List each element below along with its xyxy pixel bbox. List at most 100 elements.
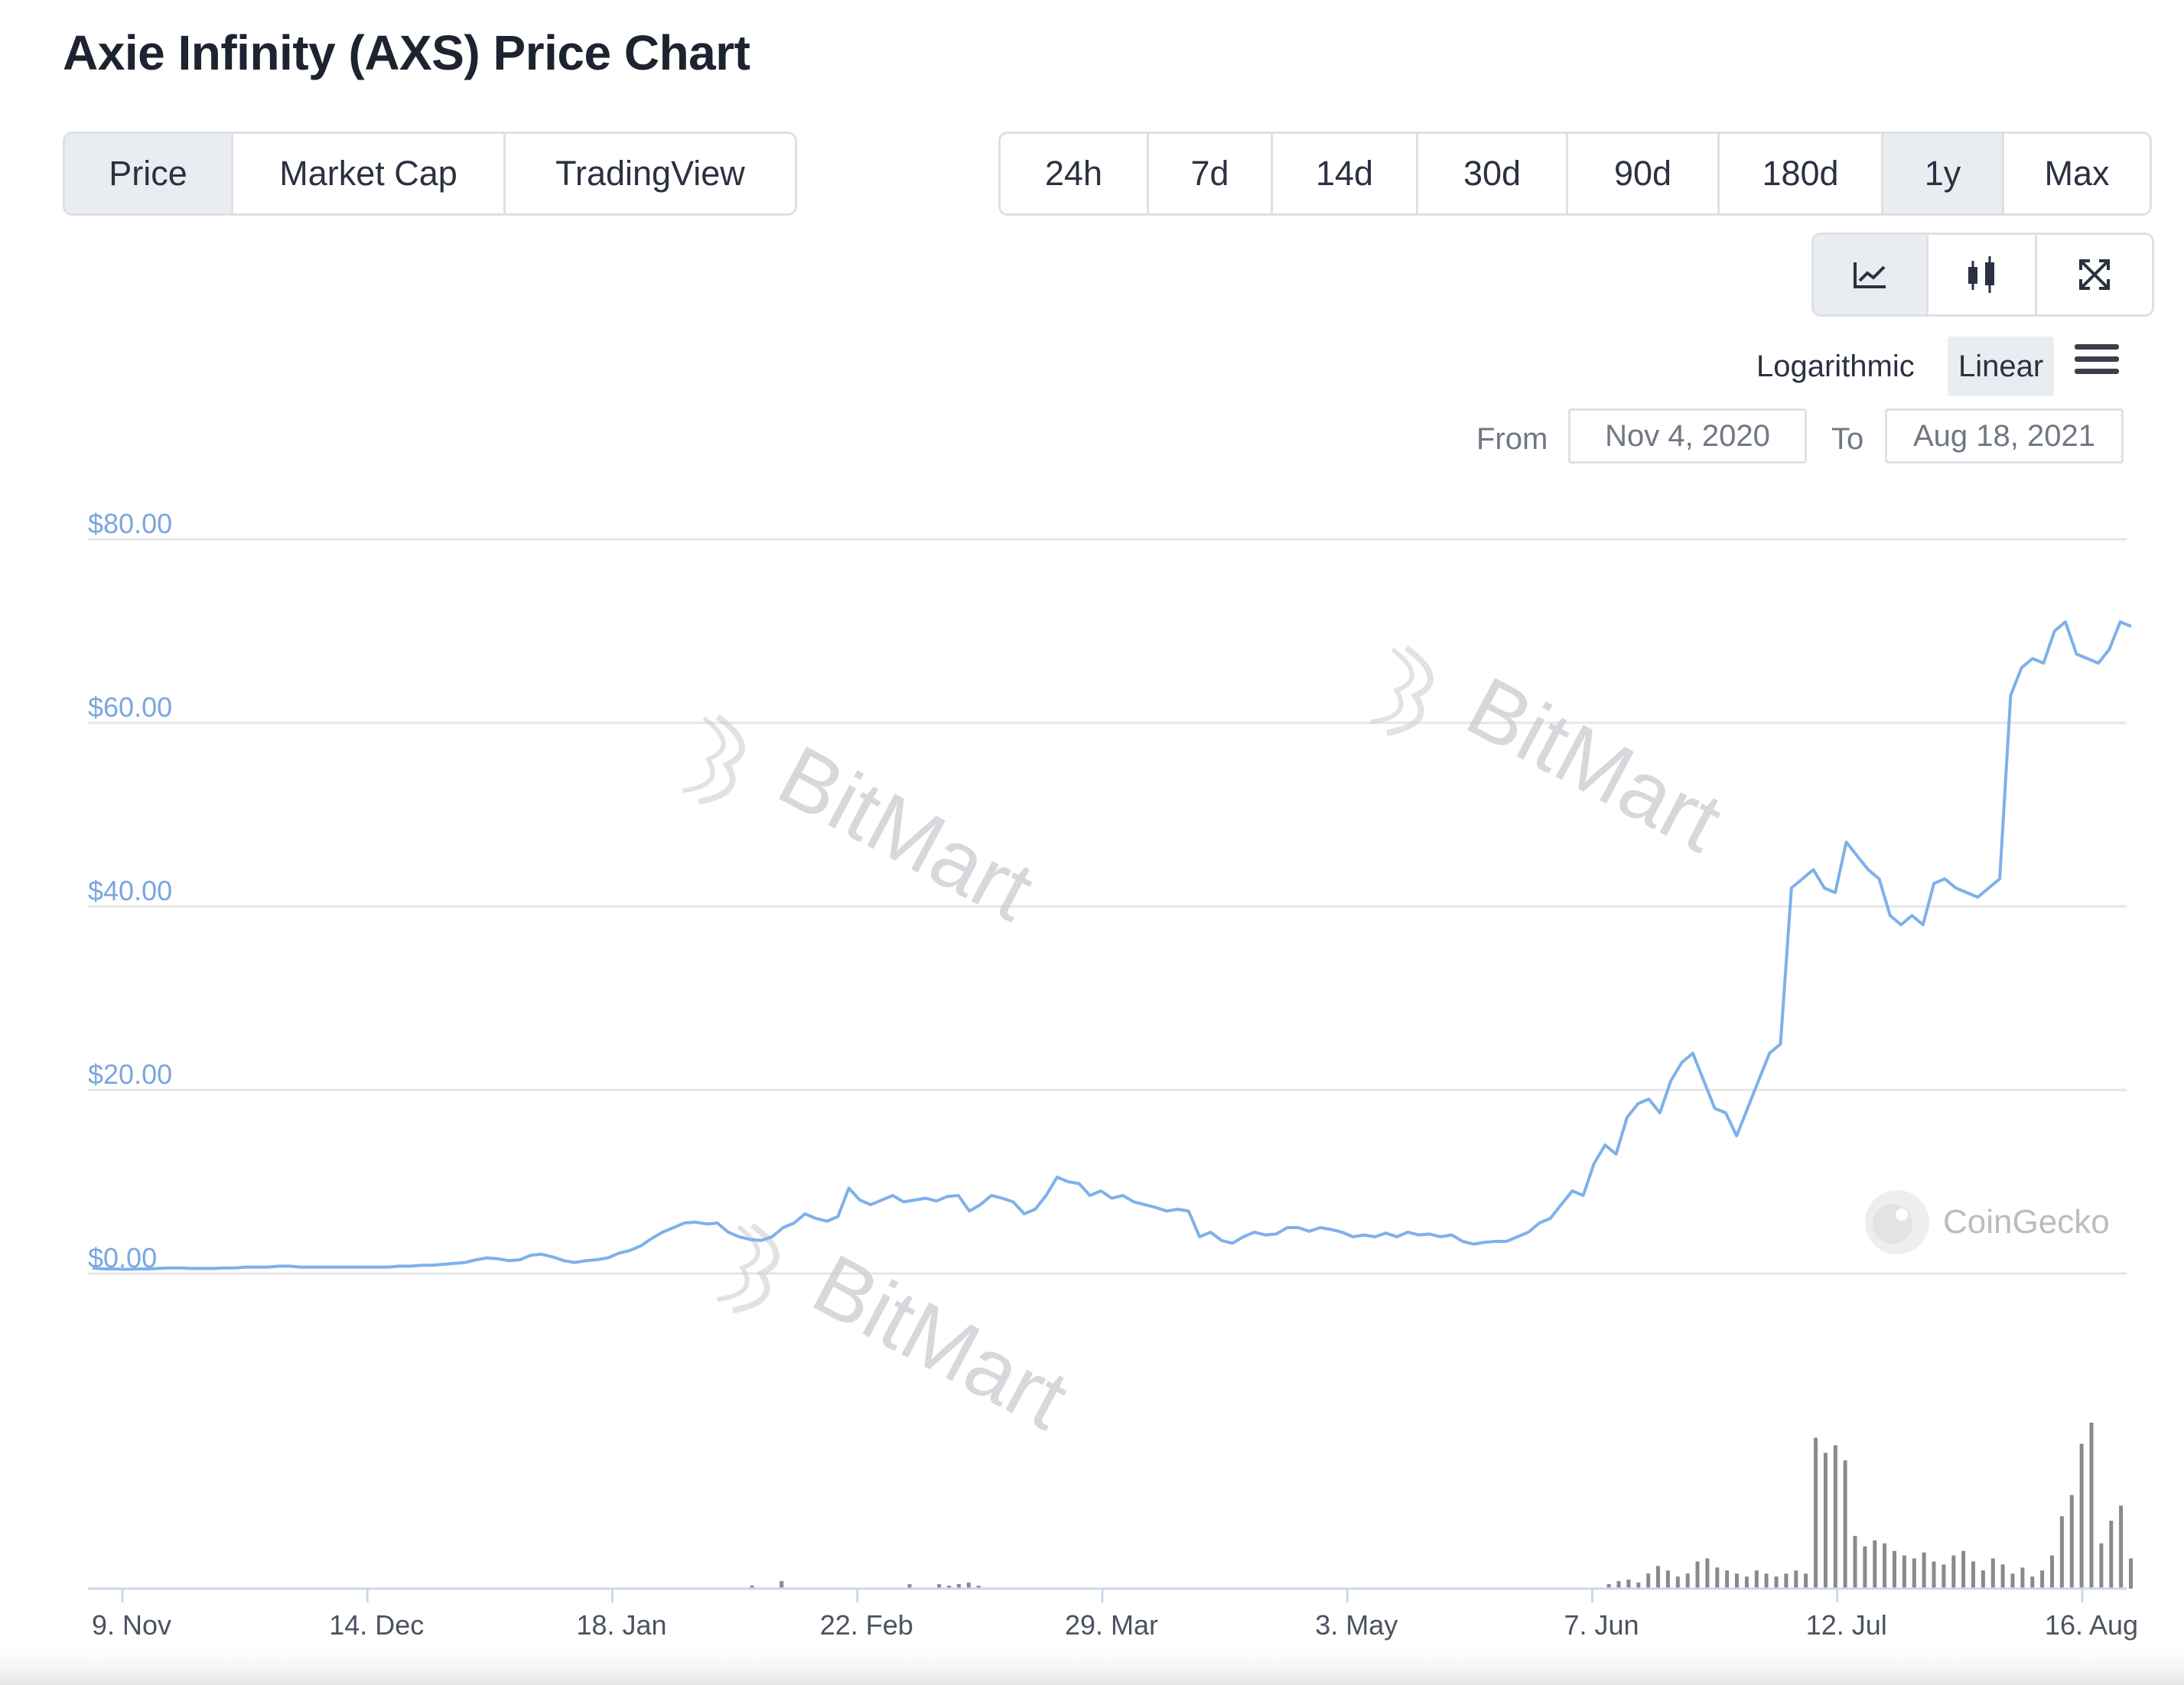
- range-14d[interactable]: 14d: [1273, 134, 1418, 213]
- x-tick-label: 29. Mar: [1065, 1609, 1158, 1641]
- from-date-input[interactable]: Nov 4, 2020: [1568, 408, 1807, 464]
- bitmart-watermark: BitMart: [1453, 659, 1737, 870]
- volume-bar: [2119, 1505, 2124, 1589]
- volume-bar: [1725, 1570, 1730, 1589]
- volume-bar: [1971, 1561, 1975, 1589]
- volume-bar: [1922, 1552, 1926, 1589]
- volume-bar: [1685, 1573, 1690, 1589]
- tab-price[interactable]: Price: [65, 134, 233, 213]
- volume-bar: [2069, 1495, 2074, 1589]
- chart-type-group: [1811, 233, 2154, 317]
- volume-bar: [976, 1586, 981, 1589]
- logarithmic-toggle[interactable]: Logarithmic: [1756, 349, 1915, 383]
- volume-bar: [1626, 1579, 1631, 1589]
- volume-bar: [1853, 1536, 1857, 1589]
- volume-bar: [1893, 1550, 1896, 1589]
- range-90d[interactable]: 90d: [1568, 134, 1720, 213]
- volume-bar: [1636, 1583, 1641, 1589]
- volume-bar: [2050, 1555, 2054, 1589]
- line-chart-icon: [1853, 262, 1886, 288]
- candlestick-icon: [1968, 256, 1994, 293]
- volume-bar: [2079, 1443, 2084, 1589]
- volume-bar: [2089, 1423, 2094, 1589]
- volume-bar: [1616, 1581, 1621, 1589]
- range-7d[interactable]: 7d: [1149, 134, 1273, 213]
- volume-bar: [2109, 1521, 2114, 1589]
- x-tick-label: 12. Jul: [1806, 1609, 1887, 1641]
- y-tick-label: $20.00: [88, 1059, 172, 1090]
- range-max[interactable]: Max: [2044, 154, 2110, 193]
- time-range-tab-group: 24h 7d 14d 30d 90d 180d 1y Max: [998, 132, 2152, 216]
- page-title: Axie Infinity (AXS) Price Chart: [63, 25, 750, 80]
- linear-toggle[interactable]: Linear: [1948, 337, 2055, 396]
- to-date-input[interactable]: Aug 18, 2021: [1885, 408, 2124, 464]
- fullscreen-icon: [2079, 259, 2110, 290]
- bitmart-watermark-logo: [1370, 645, 1434, 737]
- volume-bar: [1823, 1452, 1828, 1589]
- bitmart-watermark-logo: [682, 714, 745, 805]
- fullscreen-button[interactable]: [2037, 235, 2152, 314]
- volume-bar: [966, 1583, 971, 1589]
- volume-bar: [1932, 1561, 1936, 1589]
- volume-bar: [750, 1586, 754, 1589]
- volume-bar: [1735, 1573, 1739, 1589]
- to-label: To: [1831, 421, 1864, 456]
- tab-market-cap[interactable]: Market Cap: [233, 134, 506, 213]
- volume-bar: [1784, 1573, 1789, 1589]
- volume-bar: [1951, 1555, 1956, 1589]
- volume-bar: [1754, 1570, 1759, 1589]
- volume-bar: [1744, 1576, 1749, 1589]
- volume-bar: [1912, 1558, 1916, 1589]
- range-1y[interactable]: 1y: [1883, 134, 2004, 213]
- coingecko-watermark: CoinGecko: [1943, 1203, 2110, 1241]
- x-tick-label: 9. Nov: [92, 1609, 171, 1641]
- bitmart-watermark-logo: [716, 1222, 780, 1314]
- volume-bar: [1873, 1540, 1877, 1589]
- y-tick-label: $40.00: [88, 875, 172, 906]
- volume-bar: [1656, 1566, 1660, 1589]
- from-label: From: [1476, 421, 1548, 456]
- volume-bar: [947, 1586, 952, 1589]
- volume-bar: [2040, 1570, 2045, 1589]
- volume-bar: [2010, 1573, 2015, 1589]
- volume-bar: [937, 1584, 942, 1589]
- coingecko-logo: [1865, 1190, 1929, 1254]
- volume-bar: [1833, 1445, 1837, 1589]
- volume-bar: [1774, 1576, 1779, 1589]
- volume-bar: [1764, 1573, 1769, 1589]
- range-30d[interactable]: 30d: [1418, 134, 1568, 213]
- line-chart-button[interactable]: [1814, 235, 1928, 314]
- x-tick-label: 18. Jan: [576, 1609, 666, 1641]
- volume-bar: [1646, 1573, 1651, 1589]
- y-tick-label: $80.00: [88, 508, 172, 539]
- volume-bar: [1902, 1555, 1906, 1589]
- volume-bar: [2000, 1564, 2005, 1589]
- volume-bar: [2099, 1543, 2104, 1589]
- volume-bar: [1695, 1561, 1700, 1589]
- volume-bar: [2129, 1558, 2133, 1589]
- x-tick-label: 3. May: [1315, 1609, 1398, 1641]
- tab-tradingview[interactable]: TradingView: [555, 154, 745, 193]
- volume-bar: [1675, 1576, 1680, 1589]
- volume-bar: [1843, 1460, 1847, 1589]
- volume-bar: [780, 1581, 784, 1589]
- volume-bar: [1665, 1570, 1670, 1589]
- volume-bar: [1990, 1558, 1995, 1589]
- volume-bar: [2020, 1567, 2025, 1589]
- x-tick-label: 14. Dec: [329, 1609, 424, 1641]
- volume-bar: [1863, 1546, 1867, 1589]
- volume-bar: [956, 1584, 961, 1589]
- candlestick-button[interactable]: [1928, 235, 2037, 314]
- hamburger-menu-icon[interactable]: [2075, 344, 2119, 379]
- range-24h[interactable]: 24h: [1001, 134, 1149, 213]
- volume-bar: [1961, 1550, 1966, 1589]
- x-tick-label: 22. Feb: [820, 1609, 913, 1641]
- volume-bar: [1705, 1558, 1710, 1589]
- volume-bar: [1804, 1573, 1808, 1589]
- volume-bar: [1715, 1567, 1720, 1589]
- volume-bar: [1981, 1570, 1985, 1589]
- range-180d[interactable]: 180d: [1720, 134, 1883, 213]
- bottom-shadow: [0, 1637, 2184, 1685]
- y-tick-label: $60.00: [88, 691, 172, 723]
